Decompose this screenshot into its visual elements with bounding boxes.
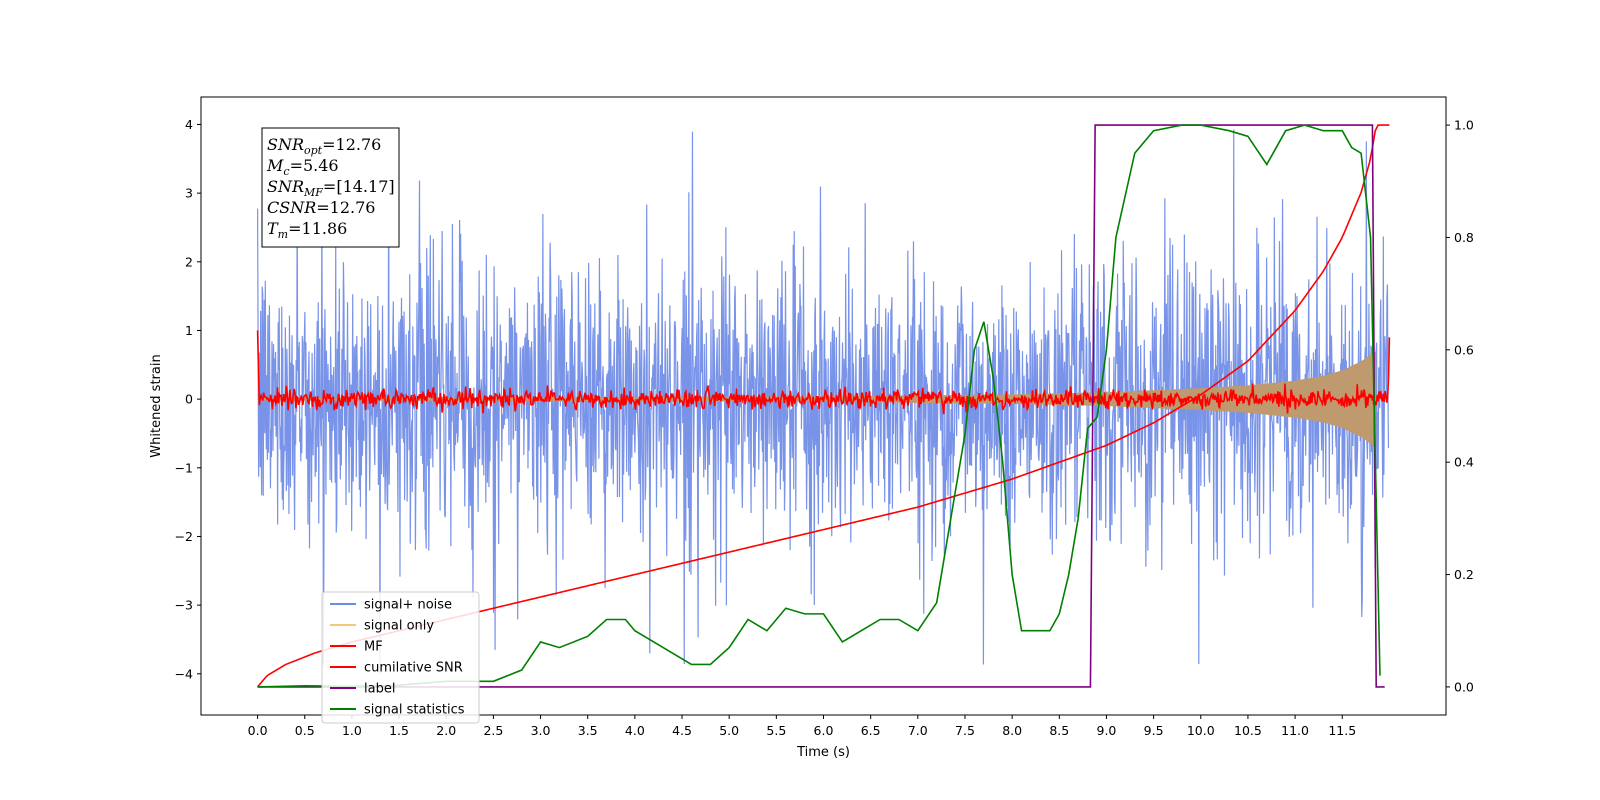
- x-tick-label: 2.0: [436, 723, 456, 738]
- legend-entry: cumilative SNR: [364, 661, 463, 676]
- x-tick-label: 10.5: [1234, 723, 1262, 738]
- annotation-line: Mc=5.46: [266, 156, 339, 178]
- y-tick-label: 1: [185, 323, 193, 338]
- x-tick-label: 0.0: [248, 723, 268, 738]
- x-tick-label: 6.5: [861, 723, 881, 738]
- legend: signal+ noise signal only MF cumilative SNR…: [321, 591, 480, 724]
- x-tick-label: 7.0: [908, 723, 928, 738]
- x-tick-label: 3.0: [531, 723, 551, 738]
- x-tick-label: 8.0: [1002, 723, 1022, 738]
- y-axis-left: −4 −3 −2 −1 0 1 2 3 4: [175, 117, 201, 681]
- x-tick-label: 10.0: [1187, 723, 1215, 738]
- y-tick-label: −1: [175, 460, 193, 475]
- y-tick-label: −4: [175, 666, 193, 681]
- x-tick-label: 9.5: [1144, 723, 1164, 738]
- x-tick-label: 0.5: [295, 723, 315, 738]
- legend-entry: MF: [364, 640, 383, 655]
- legend-entry: signal+ noise: [364, 598, 452, 613]
- x-axis-label: Time (s): [796, 745, 850, 760]
- y2-tick-label: 0.8: [1454, 230, 1474, 245]
- y-tick-label: 4: [185, 117, 193, 132]
- series-label: [257, 124, 1385, 688]
- annotation-box: SNRopt=12.76Mc=5.46SNRMF=[14.17]CSNR=12.…: [261, 127, 400, 248]
- y-tick-label: 0: [185, 392, 193, 407]
- x-tick-label: 11.0: [1281, 723, 1309, 738]
- y2-tick-label: 0.4: [1454, 455, 1474, 470]
- x-tick-label: 6.0: [814, 723, 834, 738]
- x-tick-label: 5.0: [719, 723, 739, 738]
- x-tick-label: 2.5: [483, 723, 503, 738]
- y-axis-right: 0.0 0.2 0.4 0.6 0.8 1.0: [1446, 118, 1474, 694]
- y2-tick-label: 0.6: [1454, 342, 1474, 357]
- annotation-line: SNRopt=12.76: [267, 135, 381, 157]
- y2-tick-label: 0.2: [1454, 567, 1474, 582]
- x-tick-label: 5.5: [766, 723, 786, 738]
- series-mf: [256, 330, 1391, 415]
- y-tick-label: −3: [175, 598, 193, 613]
- annotation-frame: [261, 127, 400, 248]
- legend-entry: signal statistics: [364, 703, 465, 718]
- annotation-line: SNRMF=[14.17]: [267, 177, 395, 199]
- x-tick-label: 4.5: [672, 723, 692, 738]
- y2-tick-label: 1.0: [1454, 118, 1474, 133]
- annotation-line: CSNR=12.76: [267, 198, 375, 217]
- y2-tick-label: 0.0: [1454, 679, 1474, 694]
- x-axis: 0.0 0.5 1.0 1.5 2.0 2.5 3.0 3.5 4.0 4.5 5.0 5.5 6.0 6…: [248, 715, 1356, 738]
- annotation-line: Tm=11.86: [267, 219, 347, 241]
- x-tick-label: 4.0: [625, 723, 645, 738]
- legend-entry: signal only: [364, 619, 434, 634]
- y-tick-label: 3: [185, 186, 193, 201]
- series-signal-noise: [256, 129, 1390, 674]
- x-tick-label: 8.5: [1049, 723, 1069, 738]
- legend-frame: [321, 591, 480, 724]
- y-tick-label: −2: [175, 529, 193, 544]
- x-tick-label: 3.5: [578, 723, 598, 738]
- series-signal-statistics: [257, 124, 1381, 688]
- y-axis-label: Whitened strain: [149, 354, 164, 457]
- x-tick-label: 9.0: [1097, 723, 1117, 738]
- x-tick-label: 7.5: [955, 723, 975, 738]
- y-tick-label: 2: [185, 254, 193, 269]
- x-tick-label: 1.0: [342, 723, 362, 738]
- x-tick-label: 1.5: [389, 723, 409, 738]
- x-tick-label: 11.5: [1328, 723, 1356, 738]
- legend-entry: label: [364, 682, 395, 697]
